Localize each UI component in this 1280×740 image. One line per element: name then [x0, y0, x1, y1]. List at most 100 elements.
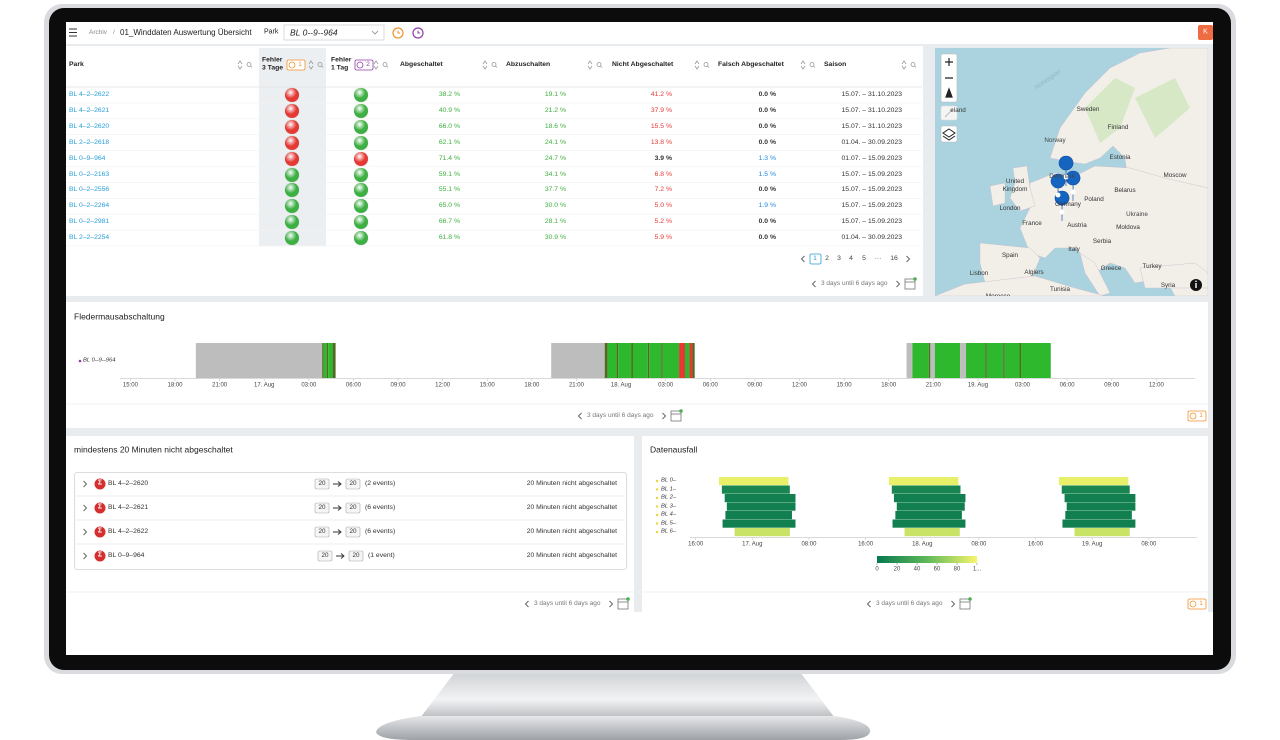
column-header: Abgeschaltet — [400, 60, 443, 68]
status-light — [354, 215, 368, 230]
x-tick-label: 12:00 — [1148, 382, 1164, 389]
row-label: BL 0– — [661, 477, 677, 484]
percent-cell: 1.5 % — [758, 170, 776, 178]
value-to: 20 — [349, 480, 357, 488]
status-light — [285, 231, 299, 246]
percent-cell: 30.9 % — [544, 233, 566, 241]
percent-cell: 0.0 % — [758, 217, 776, 225]
park-link[interactable]: BL 0–2–2981 — [69, 217, 110, 225]
park-link[interactable]: BL 2–2–2254 — [69, 233, 110, 241]
park-link[interactable]: BL 4–2–2622 — [69, 90, 110, 98]
x-tick-label: 09:00 — [1104, 382, 1120, 389]
map-label: eland — [950, 107, 966, 115]
x-tick-label: 06:00 — [1059, 382, 1075, 389]
scale-label: 40 — [913, 566, 921, 573]
badge-count: 2 — [366, 60, 370, 68]
x-tick-label: 15:00 — [122, 382, 138, 389]
event-status: 20 Minuten nicht abgeschaltet — [526, 479, 617, 487]
avatar-initial: K — [1203, 28, 1208, 36]
page-number[interactable]: 16 — [890, 254, 898, 262]
map-label: Algiers — [1024, 269, 1044, 277]
legend-label: BL 0--9--964 — [83, 357, 116, 364]
status-light — [354, 151, 368, 166]
percent-cell: 41.2 % — [650, 90, 672, 98]
column-header: Saison — [824, 60, 847, 68]
page-number[interactable]: ··· — [874, 254, 882, 262]
x-tick-label: 12:00 — [791, 382, 807, 389]
footer-range: 3 days until 6 days ago — [587, 411, 654, 419]
x-tick-label: 18. Aug — [610, 382, 632, 389]
map-label: Moldova — [1116, 224, 1140, 232]
saison-cell: 01.07. – 15.09.2023 — [841, 154, 902, 162]
column-header: Park — [69, 60, 84, 68]
breadcrumb[interactable]: Archiv — [89, 28, 108, 36]
percent-cell: 55.1 % — [438, 186, 460, 194]
event-count: (2 events) — [365, 479, 396, 487]
percent-cell: 65.0 % — [438, 202, 460, 210]
event-park: BL 4–2–2622 — [108, 527, 149, 535]
percent-cell: 1.3 % — [758, 154, 776, 162]
x-tick-label: 12:00 — [435, 382, 451, 389]
status-light — [354, 135, 368, 150]
x-tick-label: 15:00 — [479, 382, 495, 389]
park-dropdown-value[interactable]: BL 0--9--964 — [290, 27, 338, 38]
page-number[interactable]: 5 — [862, 254, 866, 262]
status-light — [285, 215, 299, 230]
percent-cell: 66.7 % — [438, 217, 460, 225]
map-label: Spain — [1001, 252, 1019, 260]
page-number[interactable]: 1 — [813, 254, 817, 262]
percent-cell: 66.0 % — [438, 122, 460, 130]
park-link[interactable]: BL 0–9–964 — [69, 154, 106, 162]
map-label: France — [1022, 220, 1042, 228]
percent-cell: 0.0 % — [758, 106, 776, 114]
map-label: Turkey — [1142, 263, 1162, 271]
map-label: Syria — [1160, 282, 1176, 290]
saison-cell: 15.07. – 31.10.2023 — [841, 106, 902, 114]
map-label: Tunisia — [1049, 286, 1071, 294]
table-panel — [66, 46, 923, 296]
park-label: Park — [264, 28, 279, 36]
park-link[interactable]: BL 0–2–2264 — [69, 202, 110, 210]
park-link[interactable]: BL 4–2–2621 — [69, 106, 110, 114]
map-land — [935, 48, 1208, 296]
page-number[interactable]: 2 — [825, 254, 829, 262]
page-title: 01_Winddaten Auswertung Übersicht — [120, 27, 252, 37]
map-label: Norway — [1044, 137, 1066, 145]
column-header: Fehler 3 Tage — [262, 56, 284, 72]
x-tick-label: 18. Aug — [912, 541, 933, 548]
x-tick-label: 03:00 — [301, 382, 317, 389]
x-tick-label: 17. Aug — [254, 382, 275, 389]
map[interactable]: Norwegian Sweden Finland eland Norway Estonia… — [935, 48, 1208, 296]
percent-cell: 34.1 % — [544, 170, 566, 178]
percent-cell: 1.9 % — [758, 202, 776, 210]
map-label: Serbia — [1092, 238, 1112, 246]
map-label: Sweden — [1076, 106, 1100, 114]
status-light — [285, 103, 299, 118]
page-number[interactable]: 4 — [849, 254, 853, 262]
event-count: (6 events) — [365, 503, 396, 511]
x-tick-label: 16:00 — [858, 541, 874, 548]
value-to: 20 — [352, 552, 360, 560]
event-status: 20 Minuten nicht abgeschaltet — [526, 527, 617, 535]
park-link[interactable]: BL 4–2–2620 — [69, 122, 110, 130]
x-tick-label: 08:00 — [971, 541, 987, 548]
park-link[interactable]: BL 2–2–2618 — [69, 138, 110, 146]
park-link[interactable]: BL 0–2–2163 — [69, 170, 110, 178]
badge-count: 1 — [1199, 411, 1203, 419]
column-header: Nicht Abgeschaltet — [612, 60, 674, 68]
percent-cell: 21.2 % — [544, 106, 566, 114]
saison-cell: 15.07. – 15.09.2023 — [841, 170, 902, 178]
saison-cell: 01.04. – 30.09.2023 — [841, 233, 902, 241]
page-number[interactable]: 3 — [837, 254, 841, 262]
x-tick-label: 08:00 — [801, 541, 817, 548]
value-from: 20 — [318, 480, 326, 488]
map-label: Austria — [1067, 222, 1087, 230]
x-tick-label: 17. Aug — [742, 541, 763, 548]
x-tick-label: 08:00 — [1141, 541, 1157, 548]
park-link[interactable]: BL 0–2–2556 — [69, 186, 110, 194]
value-from: 20 — [318, 504, 326, 512]
row-label: BL 6– — [661, 528, 677, 535]
status-light — [285, 135, 299, 150]
percent-cell: 0.0 % — [758, 90, 776, 98]
event-count: (1 event) — [368, 551, 395, 559]
